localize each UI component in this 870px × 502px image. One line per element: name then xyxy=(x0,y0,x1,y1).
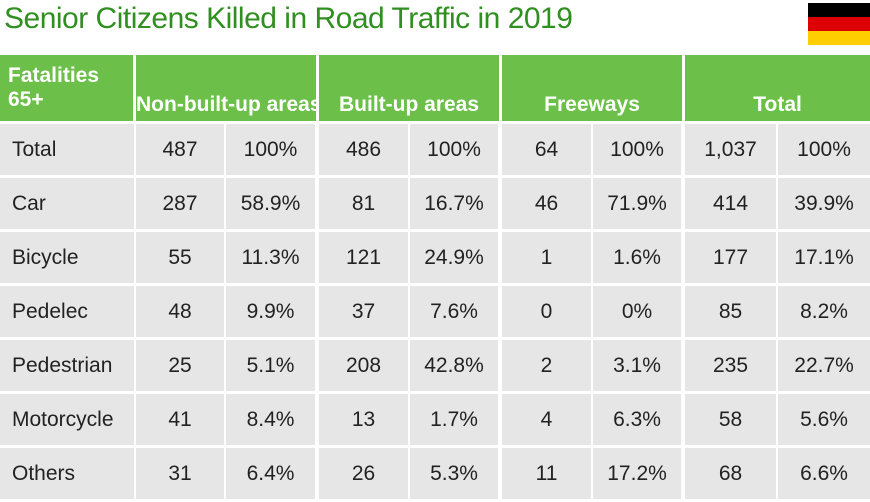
count-cell: 25 xyxy=(136,340,226,394)
percent-cell: 6.3% xyxy=(593,394,686,448)
fatalities-table: Fatalities 65+ Non-built-up areas Built-u… xyxy=(0,55,870,502)
count-cell: 121 xyxy=(319,232,411,286)
row-label: Motorcycle xyxy=(0,394,136,448)
row-label: Bicycle xyxy=(0,232,136,286)
count-cell: 177 xyxy=(685,232,779,286)
percent-cell: 8.4% xyxy=(226,394,320,448)
row-label: Others xyxy=(0,448,136,502)
percent-cell: 0% xyxy=(593,286,686,340)
row-header-line-1: Fatalities xyxy=(8,64,100,87)
percent-cell: 39.9% xyxy=(778,178,870,232)
percent-cell: 22.7% xyxy=(778,340,870,394)
count-cell: 13 xyxy=(319,394,411,448)
row-header-label: Fatalities 65+ xyxy=(0,55,136,124)
percent-cell: 3.1% xyxy=(593,340,686,394)
count-cell: 55 xyxy=(136,232,226,286)
table-row: Bicycle 55 11.3% 121 24.9% 1 1.6% 177 17.1% xyxy=(0,232,870,286)
count-cell: 414 xyxy=(685,178,779,232)
count-cell: 2 xyxy=(502,340,594,394)
table-row: Motorcycle 41 8.4% 13 1.7% 4 6.3% 58 5.6% xyxy=(0,394,870,448)
count-cell: 486 xyxy=(319,124,411,178)
percent-cell: 100% xyxy=(226,124,320,178)
row-label: Total xyxy=(0,124,136,178)
germany-flag-icon xyxy=(808,3,870,45)
percent-cell: 5.1% xyxy=(226,340,320,394)
column-header-built-up-areas: Built-up areas xyxy=(319,55,503,124)
row-label: Pedestrian xyxy=(0,340,136,394)
count-cell: 37 xyxy=(319,286,411,340)
table-row: Pedelec 48 9.9% 37 7.6% 0 0% 85 8.2% xyxy=(0,286,870,340)
row-label: Car xyxy=(0,178,136,232)
count-cell: 1,037 xyxy=(685,124,779,178)
percent-cell: 1.7% xyxy=(410,394,503,448)
percent-cell: 71.9% xyxy=(593,178,686,232)
row-label: Pedelec xyxy=(0,286,136,340)
percent-cell: 8.2% xyxy=(778,286,870,340)
percent-cell: 5.6% xyxy=(778,394,870,448)
page-title: Senior Citizens Killed in Road Traffic i… xyxy=(4,2,573,35)
table-row: Car 287 58.9% 81 16.7% 46 71.9% 414 39.9% xyxy=(0,178,870,232)
percent-cell: 9.9% xyxy=(226,286,320,340)
percent-cell: 11.3% xyxy=(226,232,320,286)
percent-cell: 42.8% xyxy=(410,340,503,394)
table-body: Total 487 100% 486 100% 64 100% 1,037 100% Car 287… xyxy=(0,124,870,502)
table-header-row: Fatalities 65+ Non-built-up areas Built-u… xyxy=(0,55,870,124)
percent-cell: 24.9% xyxy=(410,232,503,286)
count-cell: 26 xyxy=(319,448,411,502)
percent-cell: 6.6% xyxy=(778,448,870,502)
flag-stripe-gold xyxy=(808,31,870,45)
count-cell: 208 xyxy=(319,340,411,394)
count-cell: 58 xyxy=(685,394,779,448)
percent-cell: 17.2% xyxy=(593,448,686,502)
count-cell: 81 xyxy=(319,178,411,232)
percent-cell: 100% xyxy=(410,124,503,178)
count-cell: 64 xyxy=(502,124,594,178)
flag-stripe-red xyxy=(808,17,870,31)
count-cell: 46 xyxy=(502,178,594,232)
table-row: Pedestrian 25 5.1% 208 42.8% 2 3.1% 235 22.7% xyxy=(0,340,870,394)
count-cell: 487 xyxy=(136,124,226,178)
count-cell: 85 xyxy=(685,286,779,340)
table-row: Others 31 6.4% 26 5.3% 11 17.2% 68 6.6% xyxy=(0,448,870,502)
percent-cell: 100% xyxy=(778,124,870,178)
column-header-total: Total xyxy=(685,55,870,124)
percent-cell: 1.6% xyxy=(593,232,686,286)
count-cell: 68 xyxy=(685,448,779,502)
percent-cell: 58.9% xyxy=(226,178,320,232)
count-cell: 235 xyxy=(685,340,779,394)
percent-cell: 17.1% xyxy=(778,232,870,286)
count-cell: 287 xyxy=(136,178,226,232)
flag-stripe-black xyxy=(808,3,870,17)
count-cell: 31 xyxy=(136,448,226,502)
table-row: Total 487 100% 486 100% 64 100% 1,037 100% xyxy=(0,124,870,178)
count-cell: 1 xyxy=(502,232,594,286)
percent-cell: 7.6% xyxy=(410,286,503,340)
count-cell: 11 xyxy=(502,448,594,502)
percent-cell: 16.7% xyxy=(410,178,503,232)
row-header-line-2: 65+ xyxy=(8,88,44,111)
count-cell: 4 xyxy=(502,394,594,448)
count-cell: 48 xyxy=(136,286,226,340)
column-header-freeways: Freeways xyxy=(502,55,686,124)
percent-cell: 6.4% xyxy=(226,448,320,502)
count-cell: 41 xyxy=(136,394,226,448)
count-cell: 0 xyxy=(502,286,594,340)
percent-cell: 100% xyxy=(593,124,686,178)
column-header-non-built-up-areas: Non-built-up areas xyxy=(136,55,320,124)
percent-cell: 5.3% xyxy=(410,448,503,502)
